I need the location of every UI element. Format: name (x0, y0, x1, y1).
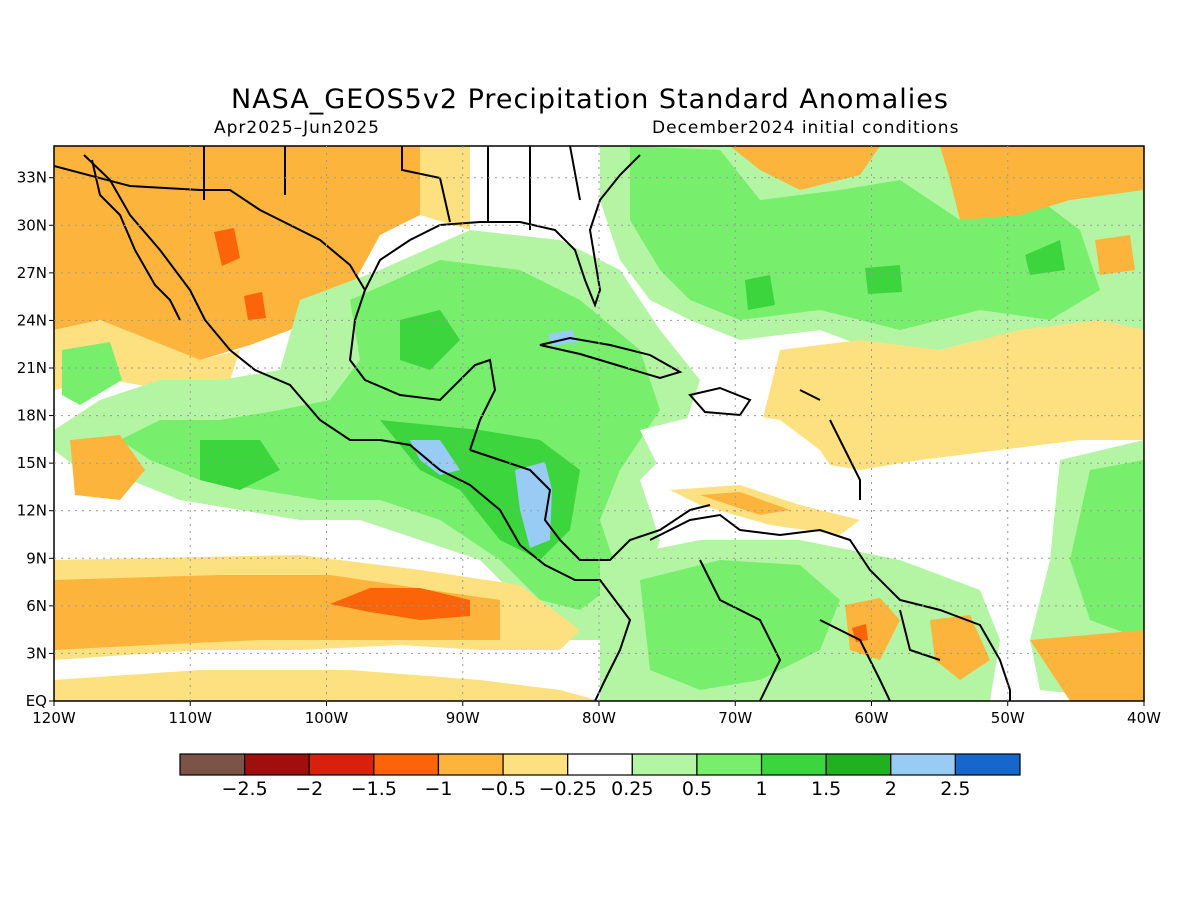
lat-label: 9N (26, 549, 47, 567)
dry-patch-north (420, 146, 470, 230)
coastline-baja (91, 159, 181, 321)
coastline-gulf (348, 239, 497, 451)
dry-atlantic-patch (1095, 235, 1135, 275)
initial-conditions: December2024 initial conditions (652, 118, 960, 138)
colorbar-swatch (567, 753, 633, 776)
colorbar-swatch (954, 753, 1021, 776)
lon-label: 40W (1127, 709, 1161, 727)
wet-gulf-strong (400, 310, 460, 370)
lon-label: 60W (855, 709, 889, 727)
colorbar-swatch (373, 753, 440, 776)
colorbar-swatch (179, 753, 246, 776)
dry-band-pacific-strong (330, 588, 470, 620)
colorbar-tick-label: −1 (424, 778, 452, 800)
colorbar-swatch (502, 753, 569, 776)
wet-atlantic-strong-3 (865, 265, 902, 294)
wet-atlantic-strong (745, 275, 775, 310)
graticule (54, 146, 1144, 701)
dry-sa-guiana (845, 598, 900, 660)
lon-label: 80W (582, 709, 616, 727)
lon-label: 90W (446, 709, 480, 727)
wet-pacific-strong (200, 440, 280, 490)
colorbar-tick-label: 2 (885, 778, 897, 800)
colorbar-tick-label: 0.5 (682, 778, 712, 800)
dry-streak-core (700, 492, 790, 515)
dry-atlantic-e (940, 146, 1144, 220)
colorbar-tick-label: −2 (295, 778, 323, 800)
dry-core-mexico-1 (214, 228, 240, 266)
dry-band-east (760, 320, 1144, 470)
dry-core-mexico-2 (244, 292, 266, 320)
wet-sa-core (640, 560, 840, 690)
colorbar-swatch (825, 753, 892, 776)
lon-label: 110W (169, 709, 213, 727)
wet-pacific-west (62, 342, 122, 405)
colorbar-swatch (308, 753, 375, 776)
colorbar-swatch (437, 753, 504, 776)
coastlines (54, 146, 1011, 701)
neutral-caribbean (640, 410, 840, 500)
lat-label: 30N (17, 216, 47, 234)
colorbar-tick-label: −0.5 (480, 778, 526, 800)
anomaly-field (54, 146, 1144, 701)
coastline-cuba (539, 336, 683, 380)
lat-label: 24N (17, 311, 47, 329)
border-us-states (203, 146, 581, 230)
latitude-labels: 33N 30N 27N 24N 21N 18N 15N 12N 9N 6N 3N EQ (17, 169, 47, 710)
dry-atlantic-ne (730, 146, 880, 190)
lon-label: 120W (32, 709, 76, 727)
colorbar-swatch (631, 753, 698, 776)
colorbar-labels: −2.5 −2 −1.5 −1 −0.5 −0.25 0.25 0.5 1 1.5 2 2.5 (222, 778, 971, 800)
lat-label: 18N (17, 407, 47, 425)
colorbar-tick-label: −0.25 (539, 778, 597, 800)
dry-sa-east (930, 615, 990, 680)
lat-label: 15N (17, 454, 47, 472)
colorbar-tick-label: 0.25 (611, 778, 653, 800)
coastline-mexico-pacific (83, 154, 632, 701)
lat-label: 33N (17, 169, 47, 187)
colorbar-tick-label: 2.5 (940, 778, 970, 800)
forecast-period: Apr2025–Jun2025 (214, 118, 380, 138)
colorbar-swatch (696, 753, 763, 776)
wet-atlantic-strong-2 (1025, 240, 1065, 275)
coastline-hispaniola (688, 386, 752, 417)
lat-label: 21N (17, 359, 47, 377)
colorbar-tick-label: −1.5 (351, 778, 397, 800)
dry-pacific-west (70, 435, 145, 500)
dry-east-patch (1030, 630, 1144, 701)
coastline-south-america (649, 513, 1011, 701)
lat-label: EQ (26, 692, 47, 710)
colorbar-tick-label: 1.5 (811, 778, 841, 800)
map-title: NASA_GEOS5v2 Precipitation Standard Anom… (231, 84, 949, 115)
border-sa-interior (699, 559, 941, 701)
lon-label: 70W (718, 709, 752, 727)
lat-label: 12N (17, 502, 47, 520)
lat-label: 6N (26, 597, 47, 615)
colorbar (179, 753, 1021, 776)
colorbar-swatch (760, 753, 827, 776)
border-us-mexico (54, 165, 366, 291)
wet-max-ca (410, 440, 460, 475)
lat-label: 27N (17, 264, 47, 282)
colorbar-tick-label: 1 (755, 778, 767, 800)
lon-label: 50W (991, 709, 1025, 727)
tick-marks (49, 177, 1145, 706)
lat-label: 3N (26, 644, 47, 662)
wet-east-atlantic-core (1070, 460, 1144, 640)
colorbar-tick-label: −2.5 (222, 778, 268, 800)
coastline-us-gulf (409, 154, 641, 308)
longitude-labels: 120W 110W 100W 90W 80W 70W 60W 50W 40W (32, 709, 1161, 727)
coastline-antilles (799, 389, 861, 500)
colorbar-swatch (890, 753, 956, 776)
lon-label: 100W (305, 709, 349, 727)
coastline-central-america (469, 449, 711, 561)
colorbar-swatch (244, 753, 310, 776)
